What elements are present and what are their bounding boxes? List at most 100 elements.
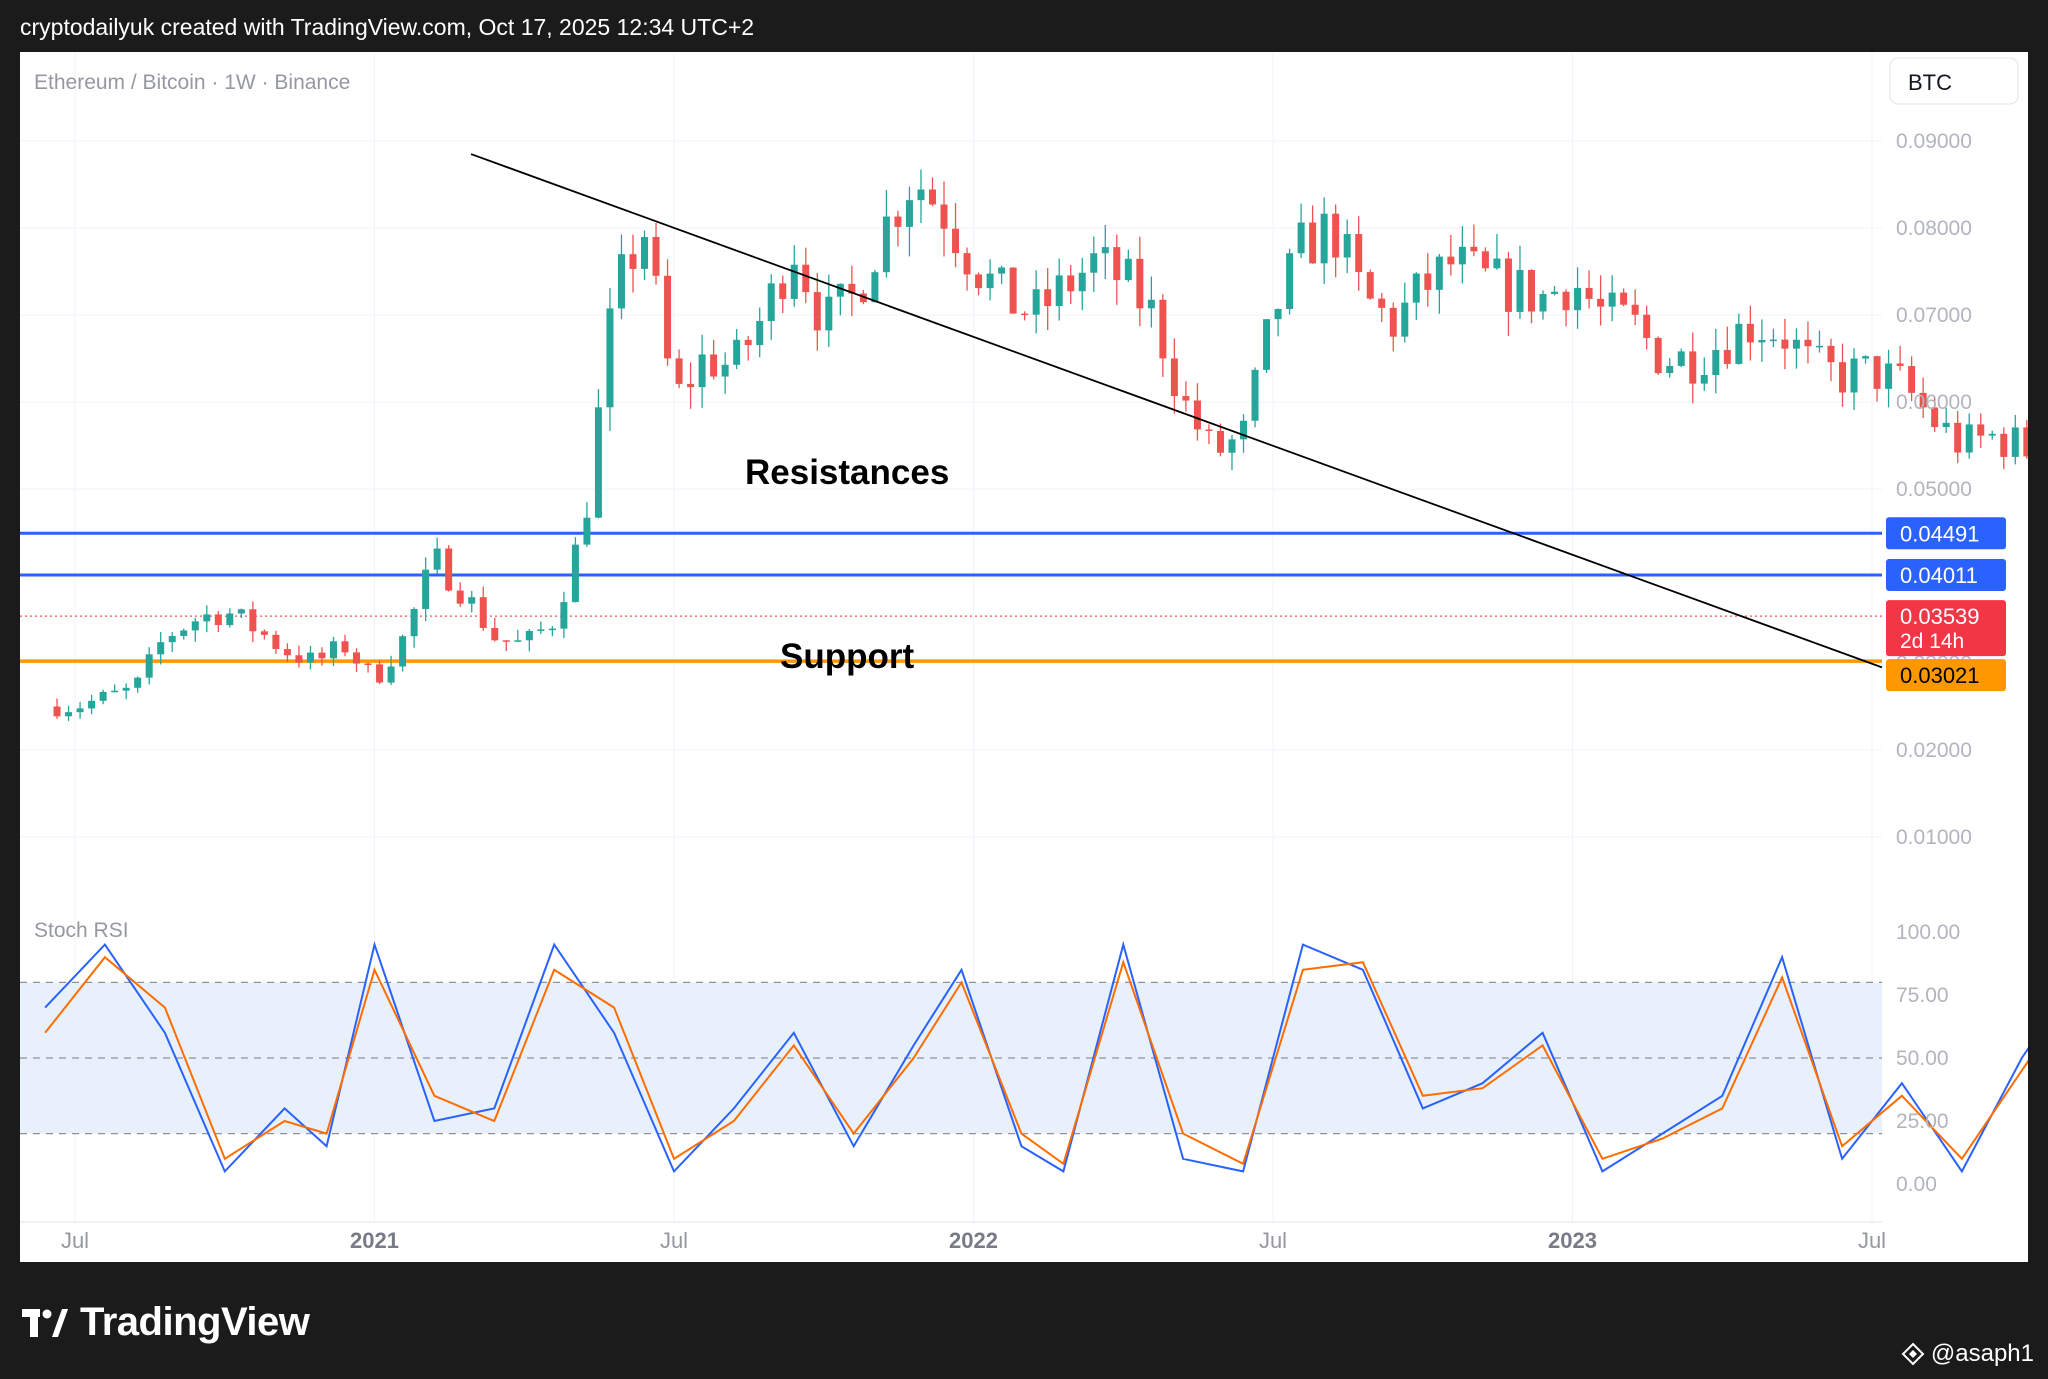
candle-body	[813, 292, 821, 331]
candle-body	[641, 237, 649, 269]
candle-body	[871, 272, 879, 303]
x-tick-label: 2023	[1548, 1228, 1597, 1253]
candle-body	[456, 590, 464, 604]
candle-body	[295, 655, 303, 663]
candle-body	[1942, 422, 1950, 428]
currency-label: BTC	[1908, 70, 1952, 95]
candle-body	[1470, 246, 1478, 252]
price-tag-countdown: 2d 14h	[1900, 630, 1964, 653]
candle-body	[721, 364, 729, 377]
candle-body	[1309, 222, 1317, 264]
y-tick-label: 0.08000	[1896, 217, 1972, 240]
candle-body	[1562, 291, 1570, 311]
candle-body	[122, 687, 130, 691]
candle-body	[88, 700, 96, 709]
candle-body	[825, 296, 833, 331]
candle-body	[606, 308, 614, 408]
chart-svg[interactable]: Ethereum / Bitcoin · 1W · Binance Stoch …	[20, 52, 2028, 1262]
candle-body	[341, 641, 349, 653]
candle-body	[1113, 247, 1121, 281]
candle-body	[1424, 273, 1432, 290]
candle-body	[1182, 396, 1190, 401]
candle-body	[1758, 340, 1766, 343]
x-tick-label: 2022	[949, 1228, 998, 1253]
candle-body	[1746, 323, 1754, 343]
candle-body	[1493, 258, 1501, 269]
candle-body	[1366, 272, 1374, 299]
candle-body	[353, 652, 361, 664]
candle-body	[491, 627, 499, 641]
candle-body	[1401, 302, 1409, 337]
candle-body	[1839, 362, 1847, 393]
stoch-axis-labels: 100.00 75.00 50.00 25.00 0.00	[1896, 921, 1960, 1196]
candle-body	[1332, 213, 1340, 258]
candle-body	[1631, 304, 1639, 315]
candle-body	[664, 275, 672, 359]
candle-body	[1735, 323, 1743, 364]
candle-body	[1527, 269, 1535, 312]
candle-body	[1378, 298, 1386, 308]
price-tag-support-text: 0.03021	[1900, 663, 1980, 688]
candle-body	[111, 690, 119, 693]
stoch-tick-label: 25.00	[1896, 1110, 1949, 1133]
indicator-title: Stoch RSI	[34, 919, 129, 942]
chart-panel[interactable]: Ethereum / Bitcoin · 1W · Binance Stoch …	[20, 52, 2028, 1262]
candle-body	[1850, 358, 1858, 393]
candle-body	[1147, 299, 1155, 309]
candle-body	[1078, 272, 1086, 292]
candle-body	[1274, 308, 1282, 320]
candle-body	[226, 613, 234, 626]
candle-body	[1931, 407, 1939, 428]
candle-body	[1608, 292, 1616, 307]
candle-body	[1090, 253, 1098, 273]
candle-body	[1412, 273, 1420, 303]
credit-text: @asaph1	[1930, 1340, 2034, 1367]
candle-body	[272, 634, 280, 650]
candle-body	[594, 407, 602, 518]
candle-body	[756, 321, 764, 346]
y-axis-labels: 0.090000.080000.070000.060000.050000.040…	[1896, 130, 1972, 849]
candle-body	[629, 254, 637, 269]
tradingview-logo[interactable]: TradingView	[22, 1300, 310, 1345]
candle-body	[203, 614, 211, 622]
candle-body	[1251, 369, 1259, 421]
candle-body	[836, 283, 844, 297]
candle-body	[583, 517, 591, 545]
candle-body	[1447, 256, 1455, 265]
tradingview-logo-icon	[22, 1308, 68, 1337]
candle-body	[1228, 439, 1236, 453]
candle-body	[548, 628, 556, 631]
candle-body	[744, 339, 752, 346]
candle-body	[952, 228, 960, 254]
candle-body	[422, 569, 430, 609]
candle-body	[940, 204, 948, 229]
candle-body	[1516, 269, 1524, 312]
candle-body	[180, 630, 188, 636]
stoch-tick-label: 0.00	[1896, 1173, 1937, 1196]
candle-body	[260, 631, 268, 635]
candle-body	[145, 654, 153, 678]
candle-body	[53, 706, 61, 717]
candle-body	[2000, 433, 2008, 457]
candle-body	[283, 649, 291, 656]
candle-body	[986, 273, 994, 289]
currency-button[interactable]: BTC	[1889, 57, 2019, 105]
price-tag-support: 0.03021	[1886, 659, 2006, 692]
candle-body	[1067, 275, 1075, 292]
candle-body	[157, 642, 165, 655]
candle-body	[882, 216, 890, 273]
candle-body	[387, 666, 395, 683]
candle-body	[237, 609, 245, 614]
candle-body	[687, 383, 695, 388]
candle-body	[134, 677, 142, 688]
candle-body	[376, 664, 384, 683]
candle-body	[1044, 289, 1052, 307]
candle-body	[514, 640, 522, 642]
stoch-tick-label: 100.00	[1896, 921, 1960, 944]
candle-body	[1965, 424, 1973, 453]
trendline[interactable]	[470, 153, 1883, 669]
candle-body	[1539, 293, 1547, 312]
candle-body	[399, 636, 407, 667]
candle-body	[1723, 349, 1731, 364]
binance-diamond-icon	[1901, 1342, 1925, 1366]
